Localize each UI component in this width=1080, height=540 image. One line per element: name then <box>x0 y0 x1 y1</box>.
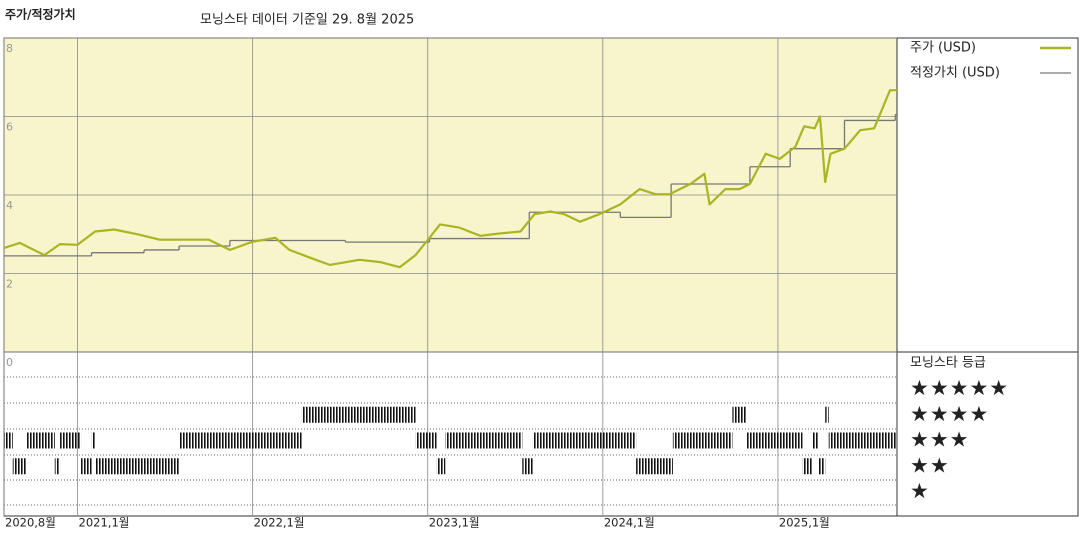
rating-bar <box>828 432 897 449</box>
x-tick-label: 2023,1월 <box>429 516 480 530</box>
chart-subtitle: 모닝스타 데이터 기준일 29. 8월 2025 <box>200 13 414 28</box>
x-tick-label: 2021,1월 <box>79 516 130 530</box>
rating-bar <box>436 458 446 475</box>
rating-bar <box>445 432 523 449</box>
rating-bar <box>12 458 27 475</box>
y-tick-label: 2 <box>6 278 13 291</box>
y-tick-label: 0 <box>6 356 13 369</box>
rating-bar <box>81 458 92 475</box>
rating-bar <box>812 432 819 449</box>
rating-bar <box>54 458 61 475</box>
rating-level-label: ★★★ <box>910 428 969 452</box>
rating-bar <box>732 406 747 423</box>
chart-title: 주가/적정가치 <box>5 7 76 22</box>
rating-bar <box>818 458 826 475</box>
y-tick-label: 4 <box>6 199 13 212</box>
rating-bar <box>26 432 55 449</box>
rating-row-lines <box>4 376 897 506</box>
x-tick-label: 2025,1월 <box>779 516 830 530</box>
rating-bar <box>91 432 96 449</box>
y-tick-label: 8 <box>6 42 13 55</box>
x-tick-label: 2020,8월 <box>5 516 56 530</box>
rating-bar <box>522 458 533 475</box>
rating-bar <box>95 458 180 475</box>
legend-label: 주가 (USD) <box>910 41 976 56</box>
rating-bar <box>672 432 733 449</box>
rating-bar <box>825 406 829 423</box>
y-tick-label: 6 <box>6 121 13 134</box>
rating-bar <box>301 406 416 423</box>
rating-bar <box>802 458 813 475</box>
x-tick-label: 2022,1월 <box>254 516 305 530</box>
rating-level-label: ★★★★ <box>910 402 989 426</box>
rating-bar <box>60 432 82 449</box>
rating-bar <box>179 432 302 449</box>
rating-bar <box>532 432 637 449</box>
rating-bar <box>746 432 803 449</box>
rating-title: 모닝스타 등급 <box>910 356 986 371</box>
legend-label: 적정가치 (USD) <box>910 66 1000 81</box>
x-tick-label: 2024,1월 <box>604 516 655 530</box>
rating-bar <box>415 432 437 449</box>
rating-level-label: ★★ <box>910 453 950 477</box>
rating-bar <box>4 432 13 449</box>
price-line <box>3 89 897 269</box>
rating-level-label: ★★★★★ <box>910 376 1009 400</box>
rating-level-label: ★ <box>910 479 930 503</box>
rating-bar <box>636 458 673 475</box>
